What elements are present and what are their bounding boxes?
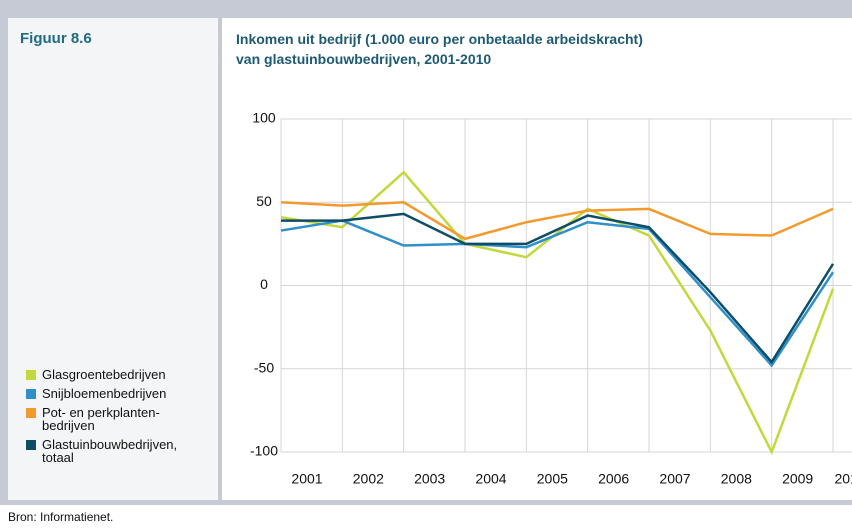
legend-swatch	[26, 389, 36, 399]
x-tick-label: 2006	[598, 471, 629, 487]
x-tick-label: 2004	[475, 471, 506, 487]
series-line	[280, 219, 835, 368]
figure-label: Figuur 8.6	[20, 30, 92, 47]
legend-swatch	[26, 440, 36, 450]
x-tick-label: 2003	[414, 471, 445, 487]
legend-swatch	[26, 408, 36, 418]
legend-label: Glasgroentebedrijven	[42, 367, 166, 382]
left-panel: Figuur 8.6 Glasgroentebedrijven Snijbloem…	[8, 18, 218, 500]
y-tick-label: 100	[252, 110, 276, 126]
series-line	[281, 212, 835, 365]
x-tick-label: 2008	[721, 471, 752, 487]
legend-label: Pot- en perkplanten- bedrijven	[42, 405, 160, 433]
series-line	[280, 200, 834, 241]
legend-item: Snijbloemenbedrijven	[26, 387, 216, 400]
chart-panel: Inkomen uit bedrijf (1.000 euro per onbe…	[222, 18, 852, 500]
legend-label: Snijbloemenbedrijven	[42, 386, 167, 401]
legend-item: Pot- en perkplanten- bedrijven	[26, 406, 216, 432]
legend-label: Glastuinbouwbedrijven, totaal	[42, 437, 178, 465]
legend-swatch	[26, 370, 36, 380]
y-tick-label: -100	[250, 443, 278, 459]
chart-title: Inkomen uit bedrijf (1.000 euro per onbe…	[236, 31, 643, 67]
series-line	[280, 170, 835, 456]
y-tick-label: -50	[254, 359, 274, 375]
x-tick-label: 2005	[537, 471, 568, 487]
x-tick-label: 2001	[291, 471, 322, 487]
y-tick-label: 50	[256, 193, 272, 209]
source: Bron: Informatienet.	[8, 510, 114, 524]
legend-item: Glasgroentebedrijven	[26, 368, 216, 381]
x-tick-label: 2010 (r)	[834, 471, 852, 487]
chart: Inkomen uit bedrijf (1.000 euro per onbe…	[236, 31, 852, 487]
footer: Bron: Informatienet.	[0, 505, 852, 530]
x-tick-label: 2007	[659, 471, 690, 487]
y-tick-label: 0	[260, 276, 268, 292]
x-tick-label: 2002	[353, 471, 384, 487]
x-tick-label: 2009	[782, 471, 813, 487]
legend-item: Glastuinbouwbedrijven, totaal	[26, 438, 216, 464]
legend: Glasgroentebedrijven Snijbloemenbedrijven…	[26, 368, 216, 470]
